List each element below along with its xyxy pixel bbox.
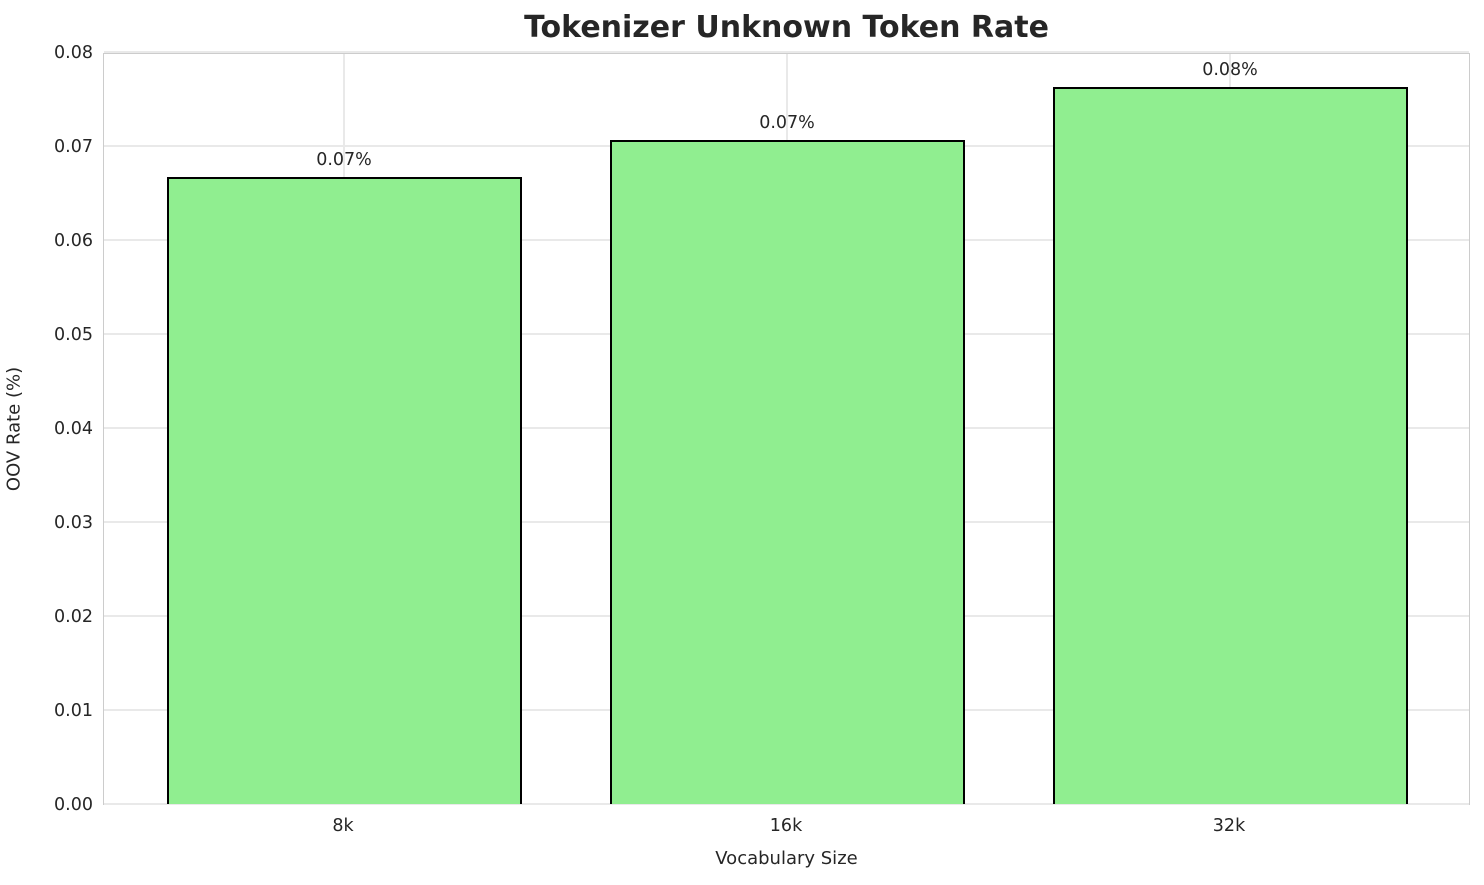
y-tick-label: 0.01 — [54, 701, 93, 721]
bar-32k — [1052, 86, 1408, 804]
bar-8k — [166, 177, 522, 804]
y-tick-label: 0.08 — [54, 43, 93, 63]
x-tick-label-32k: 32k — [1212, 816, 1246, 836]
bar-value-label: 0.07% — [759, 113, 815, 134]
y-tick-label: 0.02 — [54, 607, 93, 627]
x-tick-label-16k: 16k — [769, 816, 803, 836]
bar-value-label: 0.07% — [316, 150, 372, 171]
bar-16k — [609, 140, 965, 804]
x-tick-label-8k: 8k — [332, 816, 354, 836]
y-tick-label: 0.05 — [54, 325, 93, 345]
chart-title: Tokenizer Unknown Token Rate — [524, 10, 1049, 45]
plot-area: 0.07% 0.07% 0.08% — [103, 51, 1470, 805]
y-tick-label: 0.04 — [54, 419, 93, 439]
y-tick-label: 0.00 — [54, 795, 93, 815]
x-axis-label: Vocabulary Size — [715, 848, 858, 869]
y-tick-label: 0.07 — [54, 137, 93, 157]
y-tick-label: 0.03 — [54, 513, 93, 533]
gridline-horizontal — [104, 51, 1469, 53]
bar-value-label: 0.08% — [1202, 59, 1258, 80]
y-axis-label: OOV Rate (%) — [3, 366, 25, 492]
y-tick-label: 0.06 — [54, 231, 93, 251]
